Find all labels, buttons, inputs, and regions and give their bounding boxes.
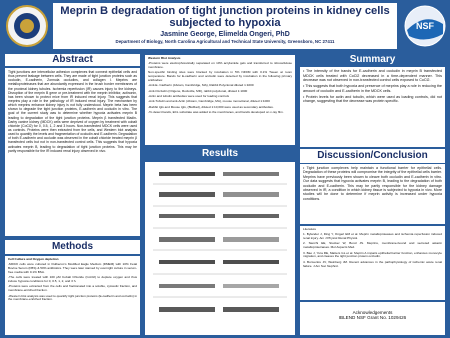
department: Department of Biology, North Carolina Ag… — [115, 39, 335, 44]
list-item: -Anti-Occludin (Origene, Rockville, MD),… — [148, 88, 248, 93]
results-figure — [145, 162, 295, 335]
list-item: • The intensity of the bands for E-cadhe… — [303, 69, 442, 83]
list-item: • This suggests that both hypoxia and pr… — [303, 84, 442, 93]
discussion-box: • Tight junction complexes help maintain… — [300, 164, 445, 224]
subheading: Acknowledgements — [352, 310, 393, 315]
grant: IBLEND NSF Grant No. 1029426 — [338, 315, 407, 320]
section-heading: Results — [201, 148, 239, 159]
list-item: -Anti-E- Cadherin (Abcam, Cambridge, MA)… — [148, 83, 254, 88]
list-item: -Proteins were extracted from the cells … — [8, 284, 137, 293]
svg-text:NSF: NSF — [416, 21, 435, 31]
list-item: 2. Sterchi EE, Stocker W, Bond JS. Mepri… — [303, 241, 442, 250]
section-heading: Abstract — [5, 54, 140, 66]
western-blot-image — [153, 172, 287, 312]
literature-box: Literature 1. Bylander J, Ding Y, Ongeri… — [300, 226, 445, 300]
subheading: Literature — [303, 227, 317, 231]
section-heading: Summary — [349, 54, 396, 65]
abstract-text: Tight junctions are intercellular adhesi… — [8, 70, 137, 153]
section-heading: Discussion/Conclusion — [300, 149, 445, 163]
header: Meprin B degradation of tight junction p… — [53, 3, 397, 49]
title: Meprin B degradation of tight junction p… — [60, 5, 390, 29]
list-item: • Protein levels for actin and tubulin, … — [303, 94, 442, 104]
authors: Jasmine George, Elimelda Ongeri, PhD — [160, 31, 290, 38]
list-item: -Western blot analysis was used to quant… — [8, 293, 137, 302]
acknowledgements-box: Acknowledgements IBLEND NSF Grant No. 10… — [300, 302, 445, 335]
list-item: -MDCK cells were cultured in Dulbecco's … — [8, 262, 137, 274]
list-item: -To detect bands, ECL substrate was adde… — [148, 110, 284, 115]
subheading: Western Blot Analysis — [148, 56, 181, 60]
list-item: • Tight junction complexes help maintain… — [303, 166, 442, 201]
subheading: Cell Culture and Oxygen depletion — [8, 257, 59, 261]
methods-box: Cell Culture and Oxygen depletion -MDCK … — [5, 256, 140, 335]
summary-box: • The intensity of the bands for E-cadhe… — [300, 67, 445, 147]
list-item: Non-specific binding sites were blocked … — [148, 70, 292, 83]
list-item: 3. Bao J, Yura RE, Matters GL et al. Mep… — [303, 250, 442, 259]
list-item: -Proteins were electrophoretically separ… — [148, 61, 292, 70]
western-blot-box: Western Blot Analysis -Proteins were ele… — [145, 55, 295, 145]
list-item: 1. Bylander J, Ding Y, Ongeri EM et al. … — [303, 232, 442, 241]
list-item: 4. Bonventre JV, Weinberg JM. Recent adv… — [303, 259, 442, 268]
section-heading: Methods — [5, 240, 140, 254]
university-seal — [6, 5, 48, 47]
nsf-logo: NSF — [404, 5, 446, 47]
list-item: -Actin and tubulin antibodies were used … — [148, 94, 230, 99]
list-item: -The cells were treated with 100 μM Coba… — [8, 275, 137, 284]
list-item: -Anti-Tubulin and anti-Actin (Abcam, Cam… — [148, 99, 270, 104]
abstract-box: Tight junctions are intercellular adhesi… — [5, 68, 140, 236]
list-item: -Rabbit IgG and Mouse IgG, (BioRad), dil… — [148, 104, 274, 109]
